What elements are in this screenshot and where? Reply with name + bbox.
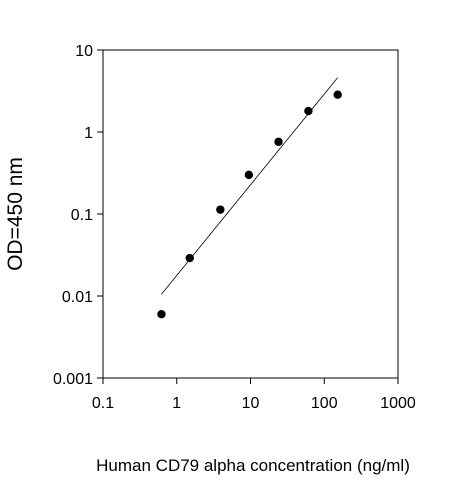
data-point xyxy=(274,137,283,146)
x-tick-label: 0.1 xyxy=(92,395,114,412)
y-axis-title: OD=450 nm xyxy=(4,157,27,271)
y-axis: 0.001 0.01 0.1 1 10 xyxy=(53,43,103,388)
x-tick-label: 10 xyxy=(242,395,260,412)
plot-area xyxy=(157,77,342,319)
data-point xyxy=(185,253,194,263)
y-tick-label: 0.1 xyxy=(71,207,93,224)
y-tick-label: 10 xyxy=(75,43,93,60)
y-tick-label: 0.01 xyxy=(62,289,93,306)
y-tick-label: 0.001 xyxy=(53,371,93,388)
y-tick-label: 1 xyxy=(84,125,93,142)
data-point xyxy=(333,90,342,99)
x-axis-title: Human CD79 alpha concentration (ng/ml) xyxy=(96,456,410,475)
plot-frame xyxy=(102,49,399,379)
x-axis: 0.1 1 10 100 1000 xyxy=(92,378,416,412)
x-tick-label: 100 xyxy=(311,395,338,412)
data-point xyxy=(304,106,313,116)
x-tick-label: 1 xyxy=(172,395,181,412)
data-point xyxy=(244,170,254,180)
data-point xyxy=(216,205,225,214)
data-point xyxy=(157,309,166,319)
x-tick-label: 1000 xyxy=(380,395,416,412)
